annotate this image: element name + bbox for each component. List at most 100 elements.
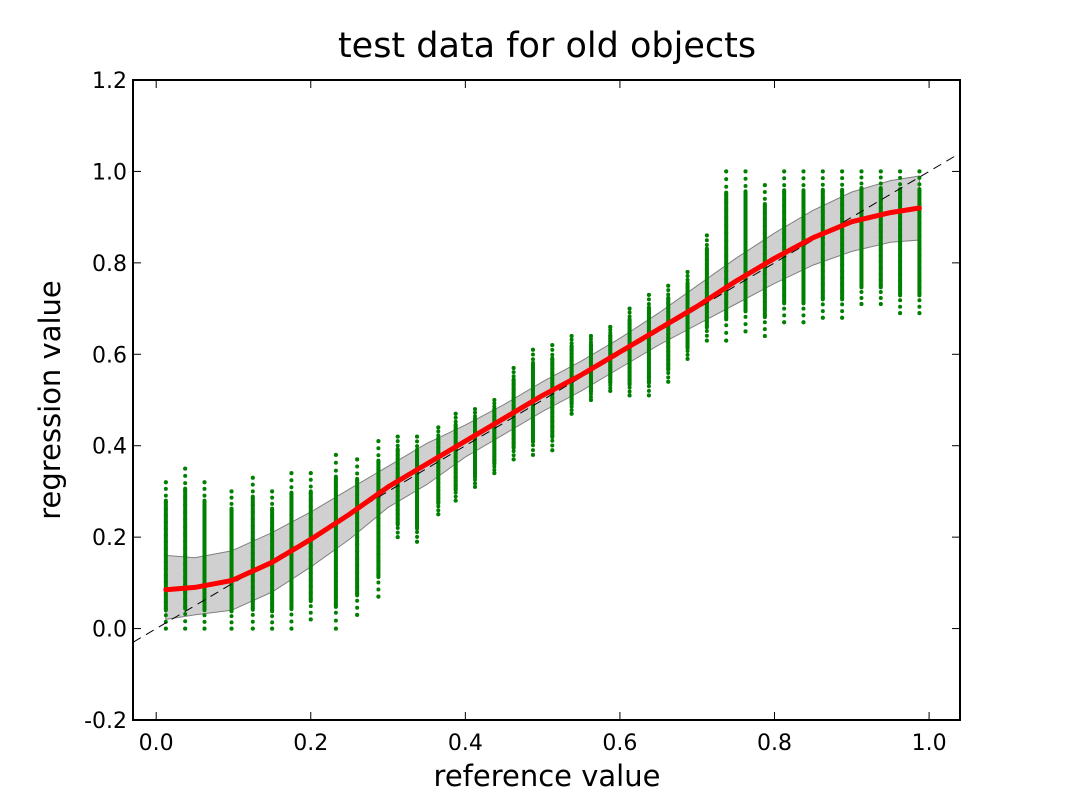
scatter-point — [376, 545, 381, 550]
scatter-point — [270, 501, 275, 506]
scatter-point — [801, 265, 806, 270]
scatter-point — [355, 612, 360, 617]
scatter-point — [646, 347, 651, 352]
scatter-point — [782, 196, 787, 201]
scatter-column — [453, 411, 458, 503]
scatter-point — [395, 457, 400, 462]
scatter-point — [743, 220, 748, 225]
scatter-point — [415, 482, 420, 487]
scatter-point — [202, 493, 207, 498]
scatter-point — [415, 501, 420, 506]
scatter-column — [878, 169, 883, 306]
mean-line-layer — [163, 205, 922, 593]
scatter-point — [917, 259, 922, 264]
scatter-point — [289, 506, 294, 511]
scatter-point — [163, 593, 168, 598]
scatter-point — [415, 520, 420, 525]
scatter-point — [608, 342, 613, 347]
scatter-point — [820, 222, 825, 227]
scatter-point — [801, 306, 806, 311]
scatter-point — [289, 492, 294, 497]
scatter-point — [840, 235, 845, 240]
scatter-point — [608, 374, 613, 379]
scatter-point — [820, 242, 825, 247]
scatter-point — [550, 347, 555, 352]
scatter-point — [666, 344, 671, 349]
scatter-point — [917, 311, 922, 316]
scatter-point — [308, 550, 313, 555]
scatter-point — [724, 169, 729, 174]
x-tick-label: 0.0 — [139, 731, 174, 756]
scatter-point — [898, 169, 903, 174]
scatter-point — [646, 388, 651, 393]
scatter-point — [840, 289, 845, 294]
scatter-point — [376, 460, 381, 465]
scatter-point — [762, 320, 767, 325]
scatter-point — [588, 383, 593, 388]
scatter-point — [183, 466, 188, 471]
scatter-point — [492, 461, 497, 466]
scatter-point — [917, 188, 922, 193]
scatter-point — [608, 388, 613, 393]
scatter-point — [250, 523, 255, 528]
scatter-point — [666, 283, 671, 288]
scatter-point — [627, 365, 632, 370]
scatter-point — [859, 283, 864, 288]
scatter-point — [646, 343, 651, 348]
scatter-point — [627, 377, 632, 382]
scatter-point — [289, 562, 294, 567]
scatter-point — [333, 516, 338, 521]
scatter-point — [250, 578, 255, 583]
scatter-point — [627, 373, 632, 378]
scatter-point — [724, 192, 729, 197]
scatter-point — [183, 517, 188, 522]
scatter-point — [511, 449, 516, 454]
scatter-point — [840, 189, 845, 194]
scatter-point — [627, 310, 632, 315]
scatter-point — [270, 576, 275, 581]
scatter-point — [801, 320, 806, 325]
scatter-point — [415, 534, 420, 539]
ticks-layer: 0.0 0.2 0.4 0.6 0.8 1.0 -0.2 0.0 0.2 0.4 0.6 0.8 1.0… — [84, 69, 960, 756]
scatter-point — [473, 453, 478, 458]
scatter-point — [453, 411, 458, 416]
scatter-point — [627, 322, 632, 327]
scatter-point — [395, 434, 400, 439]
scatter-point — [820, 275, 825, 280]
scatter-point — [395, 494, 400, 498]
scatter-point — [782, 313, 787, 318]
scatter-point — [355, 570, 360, 575]
scatter-point — [627, 369, 632, 374]
scatter-point — [898, 304, 903, 309]
scatter-point — [289, 626, 294, 631]
x-tick-label: 0.4 — [448, 731, 483, 756]
scatter-point — [333, 571, 338, 576]
scatter-point — [308, 524, 313, 529]
scatter-point — [270, 595, 275, 600]
scatter-point — [163, 506, 168, 511]
scatter-point — [333, 492, 338, 497]
scatter-point — [415, 448, 420, 453]
scatter-point — [685, 273, 690, 278]
scatter-point — [820, 176, 825, 181]
scatter-point — [743, 191, 748, 196]
scatter-point — [724, 338, 729, 343]
scatter-point — [415, 487, 420, 492]
scatter-point — [202, 546, 207, 551]
scatter-point — [355, 464, 360, 469]
scatter-point — [588, 386, 593, 391]
scatter-point — [395, 471, 400, 476]
scatter-point — [801, 272, 806, 277]
scatter-point — [355, 577, 360, 582]
scatter-point — [333, 468, 338, 473]
x-tick-label: 0.8 — [757, 731, 792, 756]
scatter-point — [183, 481, 188, 486]
scatter-point — [782, 217, 787, 222]
scatter-point — [473, 474, 478, 479]
scatter-point — [588, 348, 593, 353]
scatter-point — [473, 417, 478, 422]
scatter-point — [627, 318, 632, 323]
scatter-point — [511, 403, 516, 408]
scatter-point — [333, 452, 338, 457]
scatter-point — [492, 398, 497, 402]
